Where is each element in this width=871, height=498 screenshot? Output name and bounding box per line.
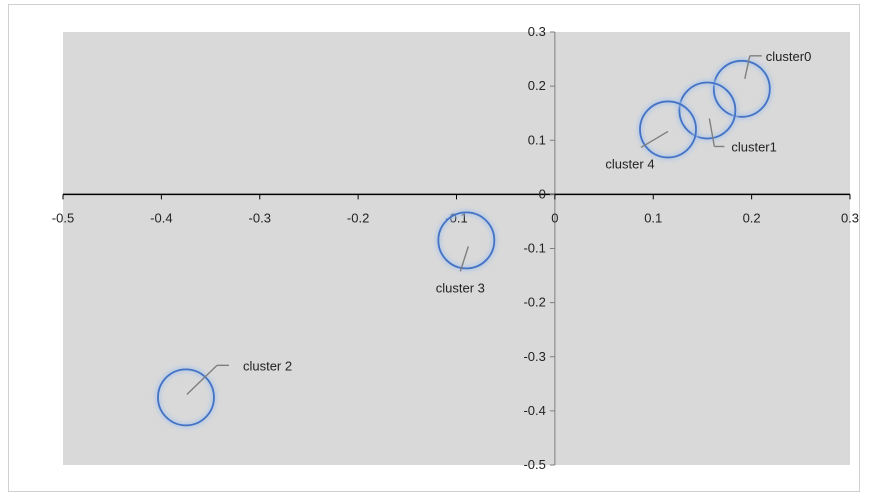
x-tick-label: -0.2	[347, 210, 369, 225]
cluster-marker	[678, 81, 737, 140]
data-label: cluster1	[731, 139, 777, 154]
leader-line	[708, 118, 716, 147]
cluster-marker	[712, 59, 771, 118]
y-tick-label: 0.3	[528, 24, 546, 39]
x-tick-label: -0.3	[249, 210, 271, 225]
data-label: cluster 4	[605, 156, 654, 171]
y-tick-label: 0.1	[528, 132, 546, 147]
x-tick-label: 0	[551, 210, 558, 225]
y-tick-label: -0.2	[523, 295, 545, 310]
x-tick-label: 0.2	[743, 210, 761, 225]
leader-line	[459, 246, 470, 272]
x-tick-label: 0.1	[644, 210, 662, 225]
leader-line	[744, 55, 751, 79]
y-tick-label: -0.4	[523, 403, 545, 418]
y-tick-label: -0.1	[523, 241, 545, 256]
data-label: cluster 2	[243, 358, 292, 373]
y-tick-label: -0.5	[523, 457, 545, 472]
cluster-marker	[437, 211, 496, 270]
data-label: cluster0	[766, 49, 812, 64]
x-tick-label: 0.3	[841, 210, 859, 225]
leader-line	[186, 364, 218, 395]
cluster-marker	[639, 100, 697, 159]
x-tick-label: -0.4	[150, 210, 172, 225]
y-tick-label: -0.3	[523, 349, 545, 364]
x-tick-label: -0.5	[52, 210, 74, 225]
cluster-marker	[157, 368, 215, 427]
leader-line	[640, 130, 669, 149]
y-tick-label: 0.2	[528, 78, 546, 93]
y-tick-label: 0	[539, 186, 546, 201]
data-label: cluster 3	[436, 280, 485, 295]
